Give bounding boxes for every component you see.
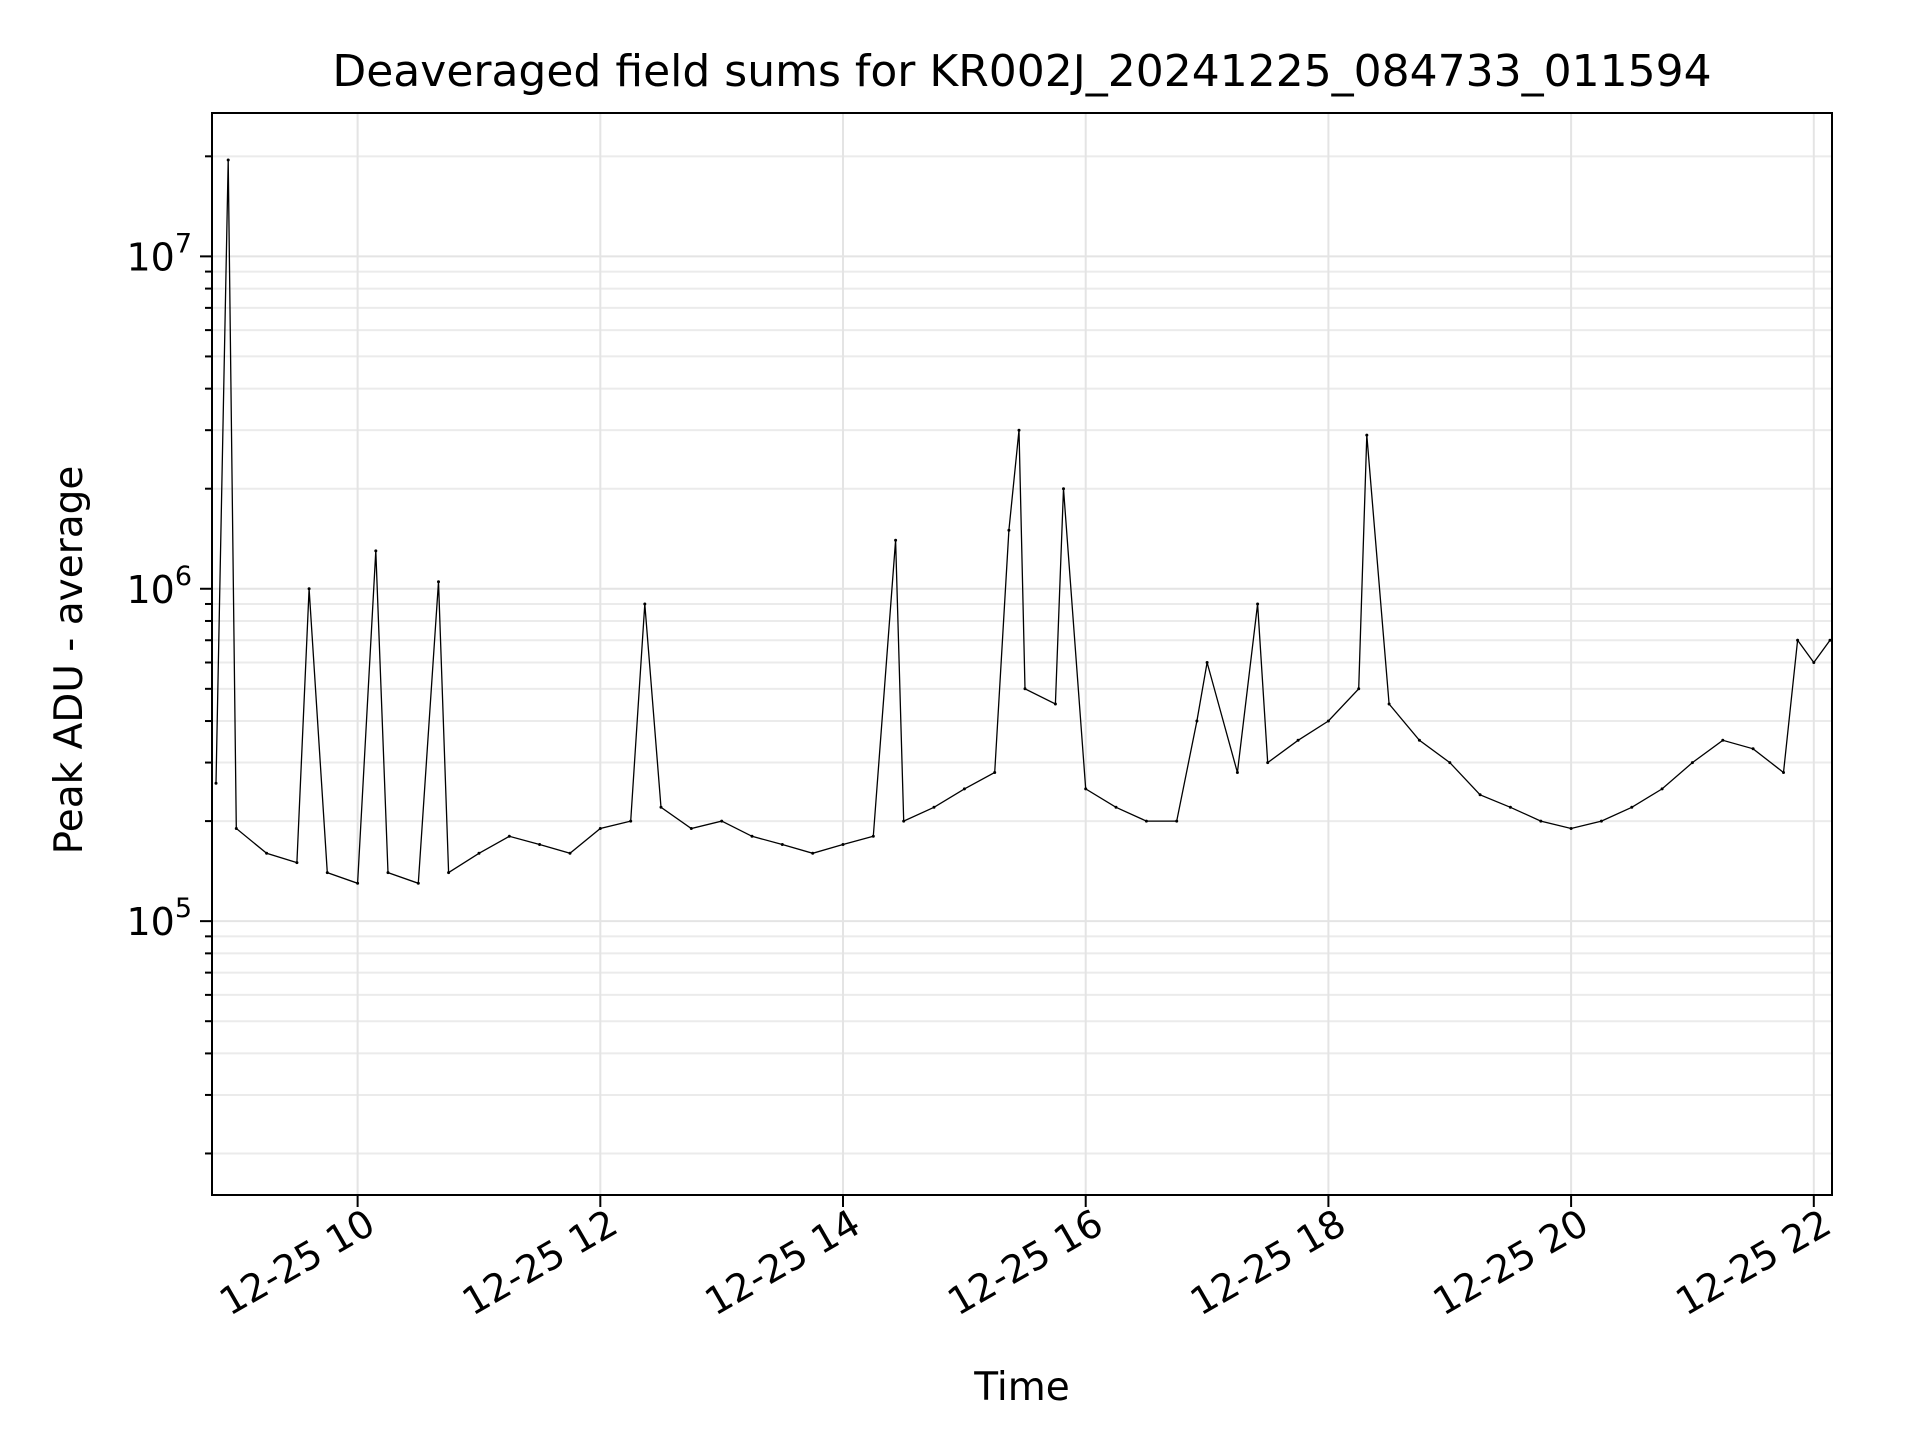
data-point — [962, 787, 966, 791]
data-point — [720, 819, 724, 823]
data-point — [1569, 827, 1573, 830]
data-point — [507, 834, 511, 838]
data-point — [1205, 661, 1209, 664]
data-point — [1508, 805, 1512, 809]
data-point — [780, 843, 784, 846]
data-point — [234, 827, 238, 830]
data-point — [447, 871, 451, 875]
data-point — [1828, 638, 1832, 642]
series-line-group — [214, 158, 1832, 885]
data-point — [386, 871, 390, 875]
data-point — [894, 538, 898, 542]
data-point — [993, 771, 997, 774]
data-point — [265, 851, 269, 855]
data-point — [1478, 793, 1482, 797]
data-point — [643, 602, 647, 606]
data-point — [1023, 687, 1027, 691]
data-point — [629, 819, 633, 823]
data-point — [1365, 433, 1369, 437]
y-tick-label: 105 — [126, 893, 192, 944]
data-point — [1690, 761, 1694, 765]
data-point — [325, 871, 329, 875]
grid — [212, 113, 1832, 1195]
data-point — [1053, 702, 1057, 706]
y-tick-label: 106 — [126, 561, 192, 612]
series-line — [215, 159, 1831, 885]
data-point — [477, 851, 481, 855]
data-point — [1007, 528, 1011, 532]
data-point — [1660, 787, 1664, 791]
data-point — [689, 827, 693, 830]
data-point — [1812, 661, 1816, 664]
x-axis-label: Time — [973, 1365, 1069, 1410]
y-axis-label: Peak ADU - average — [47, 466, 92, 855]
plot-frame — [211, 112, 1833, 1196]
data-point — [1796, 638, 1800, 642]
chart-title: Deaveraged field sums for KR002J_2024122… — [332, 46, 1711, 97]
data-point — [1266, 761, 1270, 765]
data-point — [1721, 738, 1725, 742]
data-point — [598, 827, 602, 830]
data-point — [1599, 819, 1603, 823]
data-point — [1017, 428, 1021, 432]
data-point — [1448, 761, 1452, 765]
data-point — [1630, 805, 1634, 809]
data-point — [307, 587, 311, 591]
data-point — [1114, 805, 1118, 809]
y-tick-label: 107 — [126, 228, 192, 279]
data-point — [1539, 819, 1543, 823]
data-point — [1062, 487, 1065, 491]
data-point — [811, 851, 815, 855]
data-point — [226, 158, 230, 162]
data-point — [437, 580, 440, 584]
data-point — [659, 805, 663, 809]
data-point — [1235, 771, 1239, 774]
data-point — [1387, 702, 1391, 706]
data-point — [1326, 719, 1330, 723]
data-point — [841, 843, 845, 846]
data-point — [1195, 719, 1199, 723]
data-point — [1357, 687, 1361, 691]
data-point — [295, 861, 299, 865]
data-point — [1256, 602, 1260, 606]
data-point — [374, 549, 378, 553]
data-point — [1144, 819, 1148, 823]
data-point — [871, 834, 875, 838]
data-point — [1751, 747, 1755, 751]
data-point — [538, 843, 542, 846]
data-point — [1175, 819, 1179, 823]
data-point — [416, 881, 420, 885]
data-point — [902, 819, 906, 823]
data-point — [214, 781, 218, 785]
data-point — [1782, 771, 1785, 774]
data-point — [1296, 738, 1300, 742]
data-point — [568, 851, 572, 855]
data-point — [1084, 787, 1088, 791]
data-point — [1417, 738, 1421, 742]
data-point — [932, 805, 936, 809]
data-point — [750, 834, 754, 838]
data-point — [356, 881, 360, 885]
